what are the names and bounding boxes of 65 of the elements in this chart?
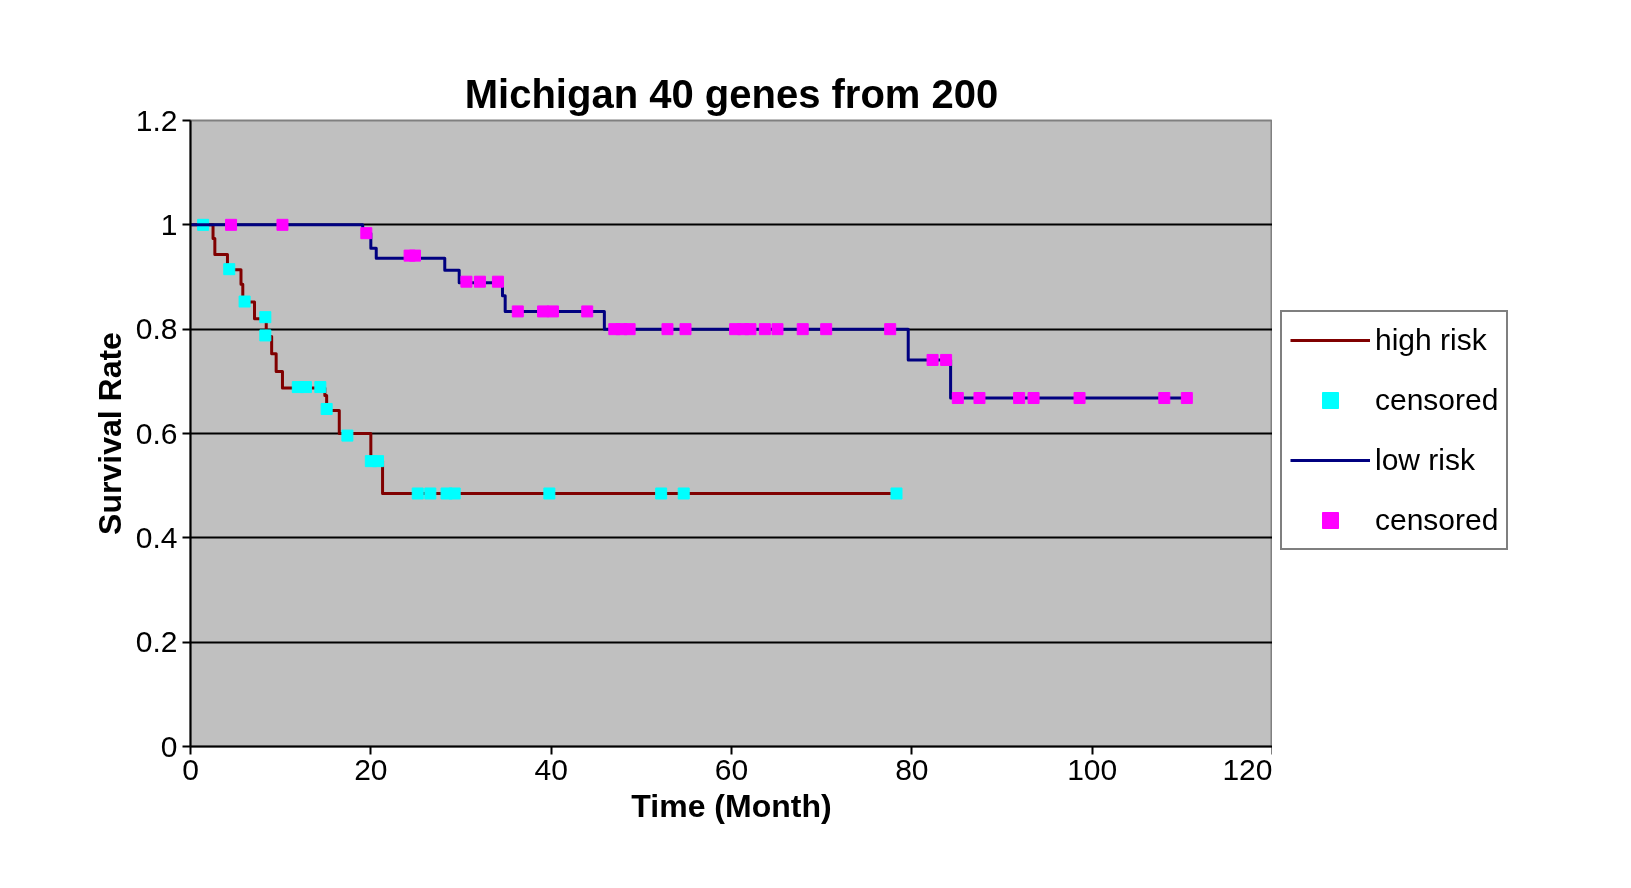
y-tick-label: 1 <box>160 207 178 241</box>
point <box>320 402 333 415</box>
point <box>341 429 354 442</box>
point <box>1180 392 1193 405</box>
point <box>1013 392 1026 405</box>
legend-label: censored <box>1375 383 1499 417</box>
point <box>299 381 312 394</box>
legend-label: low risk <box>1375 443 1476 477</box>
point <box>511 305 524 318</box>
x-axis-title: Time (Month) <box>631 787 832 824</box>
y-tick-label: 1.2 <box>135 103 178 137</box>
point <box>259 329 272 342</box>
point <box>820 323 833 336</box>
point <box>543 487 556 500</box>
point <box>796 323 809 336</box>
point <box>744 323 757 336</box>
chart-title: Michigan 40 genes from 200 <box>464 71 999 116</box>
point <box>238 295 251 308</box>
x-tick-label: 120 <box>1222 752 1273 786</box>
point <box>1158 392 1171 405</box>
x-tick-label: 20 <box>354 752 388 786</box>
point <box>491 275 504 288</box>
point <box>460 275 473 288</box>
point <box>758 323 771 336</box>
point <box>677 487 690 500</box>
legend-label: censored <box>1375 503 1499 537</box>
x-tick-label: 40 <box>534 752 568 786</box>
point <box>655 487 668 500</box>
point <box>448 487 461 500</box>
y-axis-title: Survival Rate <box>91 332 128 535</box>
point <box>360 227 373 240</box>
point <box>926 353 939 366</box>
x-tick-label: 0 <box>182 752 199 786</box>
point <box>1073 392 1086 405</box>
point <box>661 323 674 336</box>
point <box>225 218 238 231</box>
point <box>581 305 594 318</box>
y-tick-label: 0 <box>160 729 178 763</box>
y-tick-label: 0.8 <box>135 312 178 346</box>
point <box>973 392 986 405</box>
y-tick-label: 0.6 <box>135 416 178 450</box>
legend-label: high risk <box>1375 323 1487 357</box>
point <box>314 381 327 394</box>
point <box>276 218 289 231</box>
point <box>679 323 692 336</box>
y-tick-label: 0.4 <box>135 520 178 554</box>
point <box>223 263 236 276</box>
point <box>424 487 437 500</box>
point <box>951 392 964 405</box>
point <box>473 275 486 288</box>
x-tick-label: 100 <box>1067 752 1118 786</box>
point <box>1027 392 1040 405</box>
point <box>546 305 559 318</box>
point <box>940 353 953 366</box>
point <box>372 455 385 468</box>
point <box>623 323 636 336</box>
x-tick-label: 80 <box>895 752 929 786</box>
point <box>771 323 784 336</box>
point <box>259 311 272 324</box>
point <box>890 487 903 500</box>
y-tick-label: 0.2 <box>135 625 178 659</box>
x-tick-label: 60 <box>714 752 749 786</box>
point <box>411 487 424 500</box>
point <box>884 323 897 336</box>
point <box>409 249 422 262</box>
